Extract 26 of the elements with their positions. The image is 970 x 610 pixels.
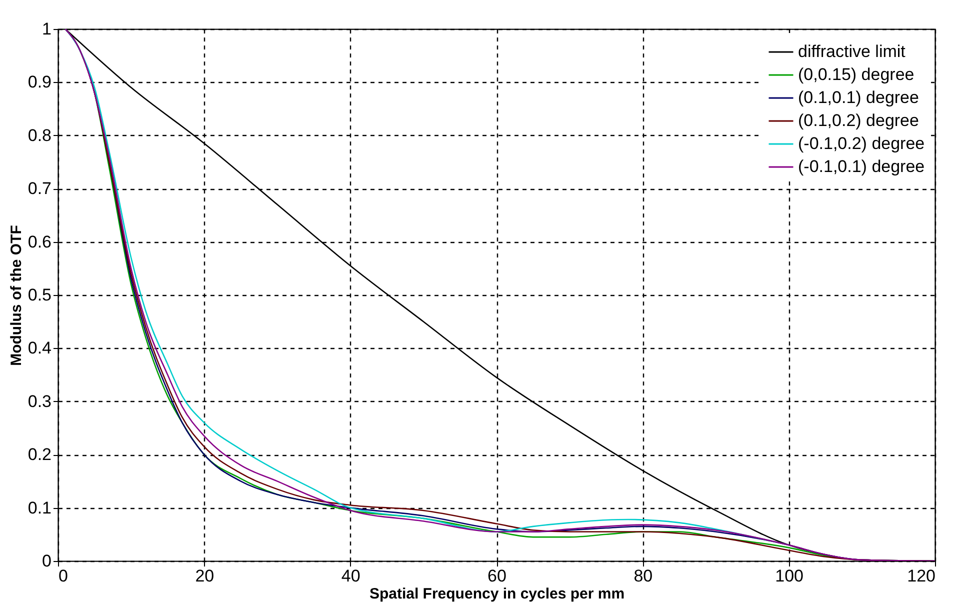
x-tick-label: 100 [775,566,804,586]
legend-label: (-0.1,0.2) degree [798,134,925,153]
y-axis-title: Modulus of the OTF [8,225,25,366]
y-tick-label: 0.9 [28,72,52,92]
x-tick-label: 20 [195,566,214,586]
y-tick-label: 0.8 [28,126,52,145]
y-tick-label: 0.6 [28,232,52,252]
legend-label: (0.1,0.1) degree [798,88,919,107]
x-axis-title: Spatial Frequency in cycles per mm [369,586,625,602]
x-tick-label: 120 [907,566,936,586]
x-tick-label: 60 [488,566,506,586]
x-tick-label: 40 [341,566,360,586]
y-tick-label: 0 [42,552,52,570]
legend-label: (-0.1,0.1) degree [798,157,925,176]
y-tick-label: 0.1 [28,498,52,518]
x-tick-label: 80 [634,566,653,586]
legend-label: (0.1,0.2) degree [798,111,919,130]
y-tick-label: 1 [42,20,52,38]
y-tick-label: 0.2 [28,445,52,464]
y-tick-label: 0.7 [28,179,52,198]
legend-label: (0,0.15) degree [798,65,914,84]
legend-label: diffractive limit [798,42,906,61]
y-tick-label: 0.3 [28,392,52,411]
y-tick-label: 0.4 [28,338,52,358]
x-tick-label: 0 [58,566,68,586]
y-tick-label: 0.5 [28,286,52,304]
